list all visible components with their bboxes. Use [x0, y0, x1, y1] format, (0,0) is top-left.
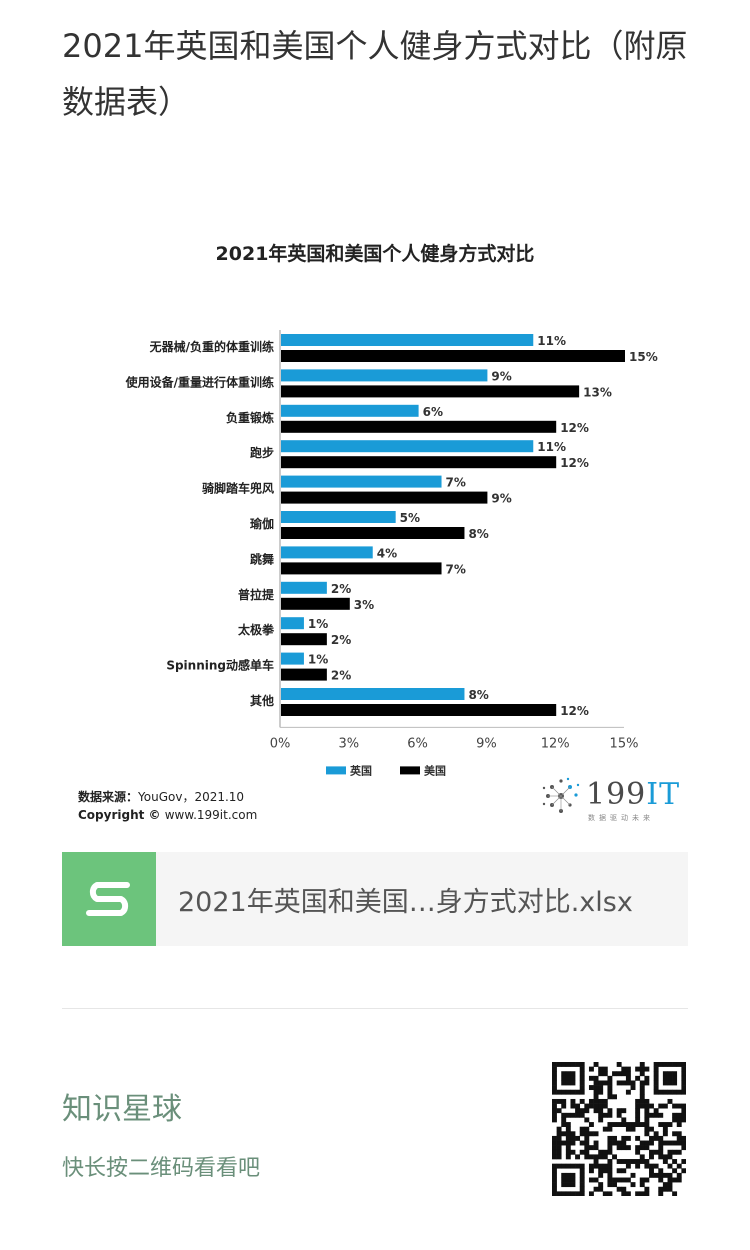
copyright-note: Copyright © www.199it.com: [78, 808, 257, 822]
data-label: 9%: [491, 492, 511, 506]
category-label: Spinning动感单车: [166, 658, 274, 673]
spreadsheet-s-icon: [62, 852, 156, 946]
data-label: 1%: [308, 653, 328, 667]
promo-subtitle: 快长按二维码看看吧: [62, 1156, 261, 1181]
data-label: 15%: [629, 350, 658, 364]
source-label: 数据来源：: [78, 790, 139, 804]
bar-us: [281, 350, 625, 362]
category-label: 负重锻炼: [226, 410, 274, 425]
bar-us: [281, 527, 465, 539]
chart-figure: 2021年英国和美国个人健身方式对比无器械/负重的体重训练 11% 15% 使用设备/…: [62, 218, 688, 828]
data-label: 12%: [560, 421, 589, 435]
legend-label: 美国: [424, 763, 446, 777]
data-label: 5%: [400, 511, 420, 525]
bar-uk: [281, 652, 304, 665]
bar-us: [281, 562, 442, 575]
bar-uk: [281, 369, 488, 382]
bar-uk: [281, 617, 304, 630]
data-label: 8%: [468, 688, 488, 702]
data-label: 3%: [354, 598, 374, 612]
data-label: 2%: [331, 633, 351, 647]
data-label: 7%: [446, 476, 466, 490]
category-label: 使用设备/重量进行体重训练: [125, 374, 274, 389]
data-label: 7%: [446, 562, 466, 576]
divider: [62, 1008, 688, 1009]
dandelion-logo-icon: [542, 777, 580, 813]
chart-title: 2021年英国和美国个人健身方式对比: [216, 242, 535, 265]
copyright-value: www.199it.com: [164, 808, 258, 822]
bar-uk: [281, 546, 373, 559]
legend-swatch-us: [400, 766, 420, 775]
logo-199it: 199IT 数据驱动未来: [538, 773, 681, 829]
category-label: 瑜伽: [250, 516, 274, 531]
bar-uk: [281, 688, 465, 700]
bar-us: [281, 704, 557, 716]
data-label: 12%: [560, 456, 589, 470]
bar-us: [281, 385, 580, 398]
file-attachment-card[interactable]: 2021年英国和美国…身方式对比.xlsx: [62, 852, 688, 946]
data-label: 4%: [377, 546, 397, 560]
bar-us: [281, 597, 350, 610]
source-note: 数据来源：YouGov，2021.10: [78, 788, 244, 805]
x-tick-label: 6%: [407, 736, 428, 751]
x-tick-label: 0%: [270, 736, 291, 751]
legend-label: 英国: [349, 763, 372, 777]
data-label: 6%: [423, 405, 443, 419]
data-label: 2%: [331, 669, 351, 683]
bar-uk: [281, 404, 419, 417]
data-label: 12%: [560, 704, 589, 718]
article-title: 2021年英国和美国个人健身方式对比（附原数据表）: [62, 27, 688, 121]
category-label: 跳舞: [250, 551, 274, 566]
category-label: 普拉提: [238, 587, 275, 602]
source-value: YouGov，2021.10: [138, 790, 245, 804]
bar-us: [281, 420, 557, 433]
qr-code-image[interactable]: [552, 1062, 686, 1196]
x-tick-label: 3%: [338, 736, 359, 751]
category-label: 太极拳: [238, 622, 275, 637]
bar-us: [281, 456, 557, 469]
bar-us: [281, 633, 327, 646]
category-label: 其他: [250, 693, 274, 708]
logo-text: 199IT: [586, 777, 681, 812]
category-label: 骑脚踏车兜风: [202, 481, 274, 496]
data-label: 13%: [583, 385, 612, 399]
bar-uk: [281, 511, 396, 523]
file-name[interactable]: 2021年英国和美国…身方式对比.xlsx: [178, 886, 633, 918]
data-label: 11%: [537, 440, 566, 454]
logo-tagline: 数据驱动未来: [588, 814, 654, 822]
x-tick-label: 15%: [610, 736, 639, 751]
bar-uk: [281, 581, 327, 594]
bar-us: [281, 491, 488, 504]
bar-uk: [281, 475, 442, 488]
legend-swatch-uk: [326, 766, 346, 775]
data-label: 1%: [308, 617, 328, 631]
x-tick-label: 9%: [476, 736, 497, 751]
copyright-label: Copyright ©: [78, 808, 161, 822]
bar-us: [281, 668, 327, 681]
data-label: 11%: [537, 334, 566, 348]
promo-title: 知识星球: [62, 1092, 182, 1127]
data-label: 9%: [491, 369, 511, 383]
bar-uk: [281, 334, 534, 346]
category-label: 无器械/负重的体重训练: [149, 339, 274, 354]
data-label: 2%: [331, 582, 351, 596]
category-label: 跑步: [250, 445, 274, 460]
bar-uk: [281, 440, 534, 453]
data-label: 8%: [468, 527, 488, 541]
x-tick-label: 12%: [541, 736, 570, 751]
